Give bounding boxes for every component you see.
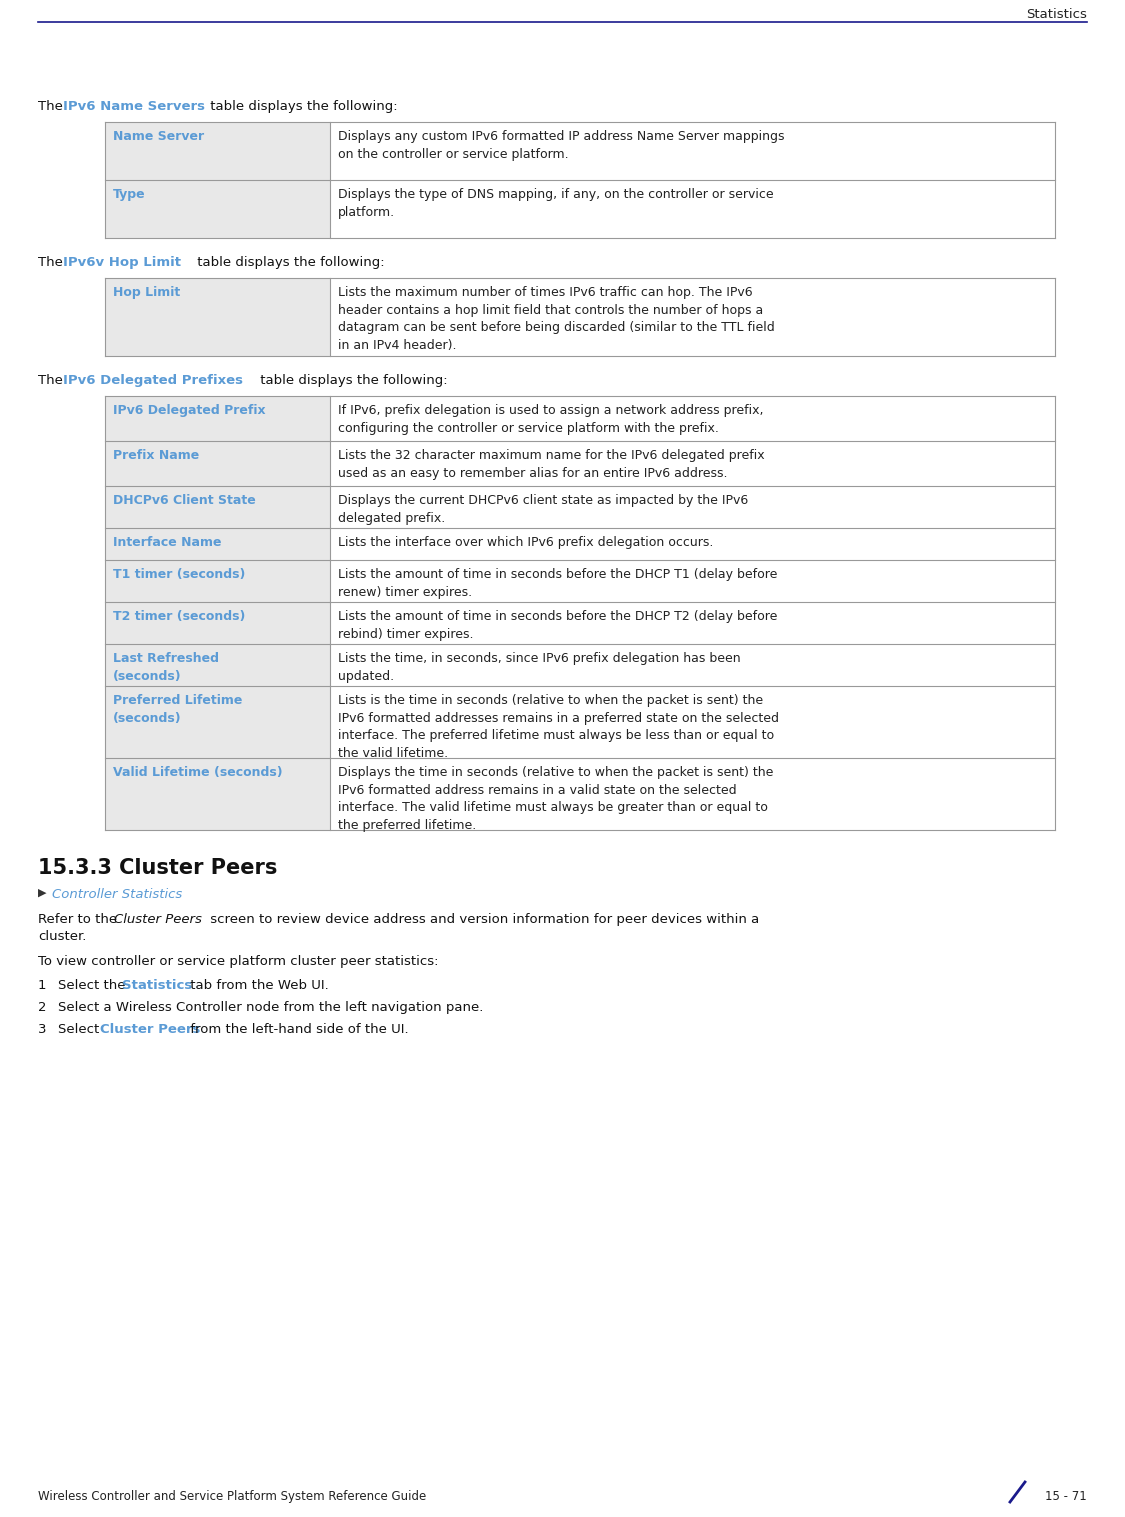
Bar [330, 602, 1055, 645]
Bar [105, 645, 330, 686]
Text: Lists the time, in seconds, since IPv6 prefix delegation has been
updated.: Lists the time, in seconds, since IPv6 p… [338, 652, 740, 683]
Text: T2 timer (seconds): T2 timer (seconds) [112, 610, 245, 623]
Bar [330, 485, 1055, 528]
Text: Type: Type [112, 188, 145, 200]
Bar [330, 686, 1055, 758]
Text: 15 - 71: 15 - 71 [1045, 1490, 1087, 1503]
Text: Wireless Controller and Service Platform System Reference Guide: Wireless Controller and Service Platform… [38, 1490, 426, 1503]
Text: Statistics: Statistics [1026, 8, 1087, 21]
Text: Refer to the: Refer to the [38, 913, 122, 925]
Bar [330, 396, 1055, 441]
Text: 3: 3 [38, 1022, 46, 1036]
Text: IPv6v Hop Limit: IPv6v Hop Limit [63, 256, 181, 269]
Text: Name Server: Name Server [112, 130, 204, 143]
Text: Displays the current DHCPv6 client state as impacted by the IPv6
delegated prefi: Displays the current DHCPv6 client state… [338, 495, 748, 525]
Text: Hop Limit: Hop Limit [112, 287, 180, 299]
Text: Lists the interface over which IPv6 prefix delegation occurs.: Lists the interface over which IPv6 pref… [338, 536, 713, 549]
Text: table displays the following:: table displays the following: [256, 375, 448, 387]
Text: Displays the type of DNS mapping, if any, on the controller or service
platform.: Displays the type of DNS mapping, if any… [338, 188, 774, 218]
Text: from the left-hand side of the UI.: from the left-hand side of the UI. [186, 1022, 408, 1036]
Text: Lists the amount of time in seconds before the DHCP T2 (delay before
rebind) tim: Lists the amount of time in seconds befo… [338, 610, 777, 640]
Bar [105, 278, 330, 356]
Text: IPv6 Delegated Prefix: IPv6 Delegated Prefix [112, 404, 266, 417]
Bar [105, 485, 330, 528]
Text: Cluster Peers: Cluster Peers [100, 1022, 200, 1036]
Text: Select the: Select the [58, 978, 129, 992]
Text: table displays the following:: table displays the following: [193, 256, 385, 269]
Text: Select: Select [58, 1022, 104, 1036]
Text: Select a Wireless Controller node from the left navigation pane.: Select a Wireless Controller node from t… [58, 1001, 484, 1013]
Text: Displays the time in seconds (relative to when the packet is sent) the
IPv6 form: Displays the time in seconds (relative t… [338, 766, 773, 831]
Bar [105, 602, 330, 645]
Text: DHCPv6 Client State: DHCPv6 Client State [112, 495, 255, 507]
Bar [105, 758, 330, 830]
Bar [330, 121, 1055, 181]
Text: The: The [38, 100, 68, 112]
Text: The: The [38, 256, 68, 269]
Text: tab from the Web UI.: tab from the Web UI. [186, 978, 328, 992]
Text: screen to review device address and version information for peer devices within : screen to review device address and vers… [206, 913, 759, 925]
Text: Prefix Name: Prefix Name [112, 449, 199, 463]
Text: T1 timer (seconds): T1 timer (seconds) [112, 567, 245, 581]
Text: 1: 1 [38, 978, 46, 992]
Bar [105, 181, 330, 238]
Text: Statistics: Statistics [122, 978, 192, 992]
Text: Preferred Lifetime
(seconds): Preferred Lifetime (seconds) [112, 693, 242, 725]
Text: ▶: ▶ [38, 887, 46, 898]
Bar [105, 686, 330, 758]
Text: If IPv6, prefix delegation is used to assign a network address prefix,
configuri: If IPv6, prefix delegation is used to as… [338, 404, 764, 434]
Text: 2: 2 [38, 1001, 46, 1013]
Text: Cluster Peers: Cluster Peers [114, 913, 201, 925]
Text: Controller Statistics: Controller Statistics [52, 887, 182, 901]
Text: cluster.: cluster. [38, 930, 87, 944]
Text: 15.3.3 Cluster Peers: 15.3.3 Cluster Peers [38, 859, 278, 878]
Bar [330, 278, 1055, 356]
Text: Valid Lifetime (seconds): Valid Lifetime (seconds) [112, 766, 282, 780]
Text: To view controller or service platform cluster peer statistics:: To view controller or service platform c… [38, 956, 439, 968]
Text: IPv6 Delegated Prefixes: IPv6 Delegated Prefixes [63, 375, 243, 387]
Text: Last Refreshed
(seconds): Last Refreshed (seconds) [112, 652, 219, 683]
Bar [105, 396, 330, 441]
Bar [330, 560, 1055, 602]
Text: Lists is the time in seconds (relative to when the packet is sent) the
IPv6 form: Lists is the time in seconds (relative t… [338, 693, 778, 760]
Bar [105, 121, 330, 181]
Text: table displays the following:: table displays the following: [206, 100, 397, 112]
Text: Lists the amount of time in seconds before the DHCP T1 (delay before
renew) time: Lists the amount of time in seconds befo… [338, 567, 777, 599]
Text: Interface Name: Interface Name [112, 536, 222, 549]
Text: The: The [38, 375, 68, 387]
Text: Lists the 32 character maximum name for the IPv6 delegated prefix
used as an eas: Lists the 32 character maximum name for … [338, 449, 765, 479]
Bar [330, 181, 1055, 238]
Bar [105, 441, 330, 485]
Bar [330, 441, 1055, 485]
Bar [105, 560, 330, 602]
Bar [330, 645, 1055, 686]
Bar [105, 528, 330, 560]
Text: Displays any custom IPv6 formatted IP address Name Server mappings
on the contro: Displays any custom IPv6 formatted IP ad… [338, 130, 784, 161]
Bar [330, 528, 1055, 560]
Text: Lists the maximum number of times IPv6 traffic can hop. The IPv6
header contains: Lists the maximum number of times IPv6 t… [338, 287, 775, 352]
Text: IPv6 Name Servers: IPv6 Name Servers [63, 100, 205, 112]
Bar [330, 758, 1055, 830]
